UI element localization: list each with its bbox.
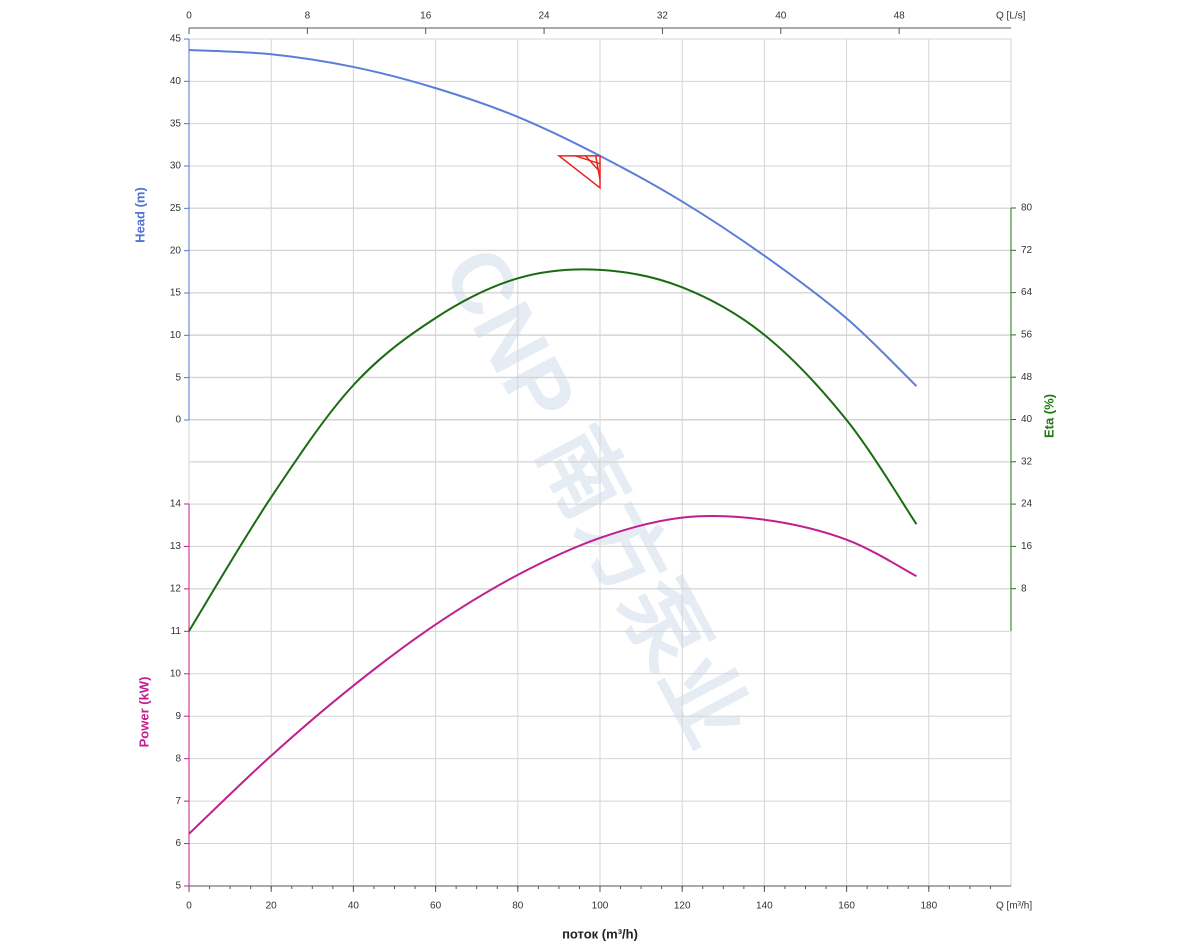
y2-tick-label: 24 xyxy=(1021,499,1033,510)
y-tick-label: 40 xyxy=(170,76,182,87)
y-tick-label: 20 xyxy=(170,245,182,256)
x2-tick-label: 40 xyxy=(775,11,787,22)
y2-tick-label: 40 xyxy=(1021,414,1033,425)
x2-tick-label: 24 xyxy=(539,11,551,22)
x-tick-label: 20 xyxy=(266,901,278,912)
y3-tick-label: 12 xyxy=(170,584,182,595)
x2-axis-label: Q [L/s] xyxy=(996,11,1026,22)
hatch xyxy=(575,155,601,165)
x-tick-label: 180 xyxy=(920,901,937,912)
y3-tick-label: 7 xyxy=(175,796,181,807)
x-tick-label: 100 xyxy=(592,901,609,912)
y3-tick-label: 5 xyxy=(175,881,181,892)
y2-tick-label: 16 xyxy=(1021,541,1033,552)
operating-point xyxy=(556,155,601,190)
x2-tick-label: 8 xyxy=(305,11,311,22)
x-tick-label: 40 xyxy=(348,901,360,912)
x-tick-label: 60 xyxy=(430,901,442,912)
x-tick-label: 80 xyxy=(512,901,524,912)
x2-tick-label: 0 xyxy=(186,11,192,22)
y-tick-label: 35 xyxy=(170,118,182,129)
y3-tick-label: 11 xyxy=(171,626,182,637)
head-axis-label: Head (m) xyxy=(132,187,147,243)
curve xyxy=(188,268,918,632)
x-axis-label: Q [m³/h] xyxy=(996,901,1032,912)
x-tick-label: 140 xyxy=(756,901,773,912)
y3-tick-label: 13 xyxy=(170,541,182,552)
y2-tick-label: 72 xyxy=(1021,245,1033,256)
y2-tick-label: 48 xyxy=(1021,372,1033,383)
curve xyxy=(188,514,917,835)
y2-tick-label: 64 xyxy=(1021,287,1033,298)
y-tick-label: 15 xyxy=(170,288,182,299)
x-label: поток (m³/h) xyxy=(562,926,638,941)
hatch xyxy=(595,155,601,180)
y3-tick-label: 10 xyxy=(170,668,182,679)
y-tick-label: 0 xyxy=(175,415,181,426)
y3-tick-label: 9 xyxy=(175,711,181,722)
curve xyxy=(188,49,918,387)
y3-tick-label: 8 xyxy=(175,753,181,764)
y3-tick-label: 6 xyxy=(175,838,181,849)
y2-tick-label: 8 xyxy=(1021,583,1027,594)
y-tick-label: 5 xyxy=(175,372,181,383)
y2-tick-label: 32 xyxy=(1021,456,1033,467)
y-tick-label: 10 xyxy=(170,330,182,341)
x2-tick-label: 48 xyxy=(894,11,906,22)
watermark: CNP 南方泵业 xyxy=(425,233,767,762)
y-tick-label: 45 xyxy=(170,34,182,45)
power-axis-label: Power (kW) xyxy=(136,677,151,748)
y3-tick-label: 14 xyxy=(170,499,182,510)
x-tick-label: 0 xyxy=(186,901,192,912)
operating-triangle xyxy=(556,155,601,190)
y2-tick-label: 80 xyxy=(1021,203,1033,214)
x-tick-label: 160 xyxy=(838,901,855,912)
y-tick-label: 25 xyxy=(170,203,182,214)
y-tick-label: 30 xyxy=(170,161,182,172)
x2-tick-label: 16 xyxy=(420,11,432,22)
x-tick-label: 120 xyxy=(674,901,691,912)
eta-axis-label: Eta (%) xyxy=(1041,394,1056,438)
x2-tick-label: 32 xyxy=(657,11,669,22)
y2-tick-label: 56 xyxy=(1021,330,1033,341)
